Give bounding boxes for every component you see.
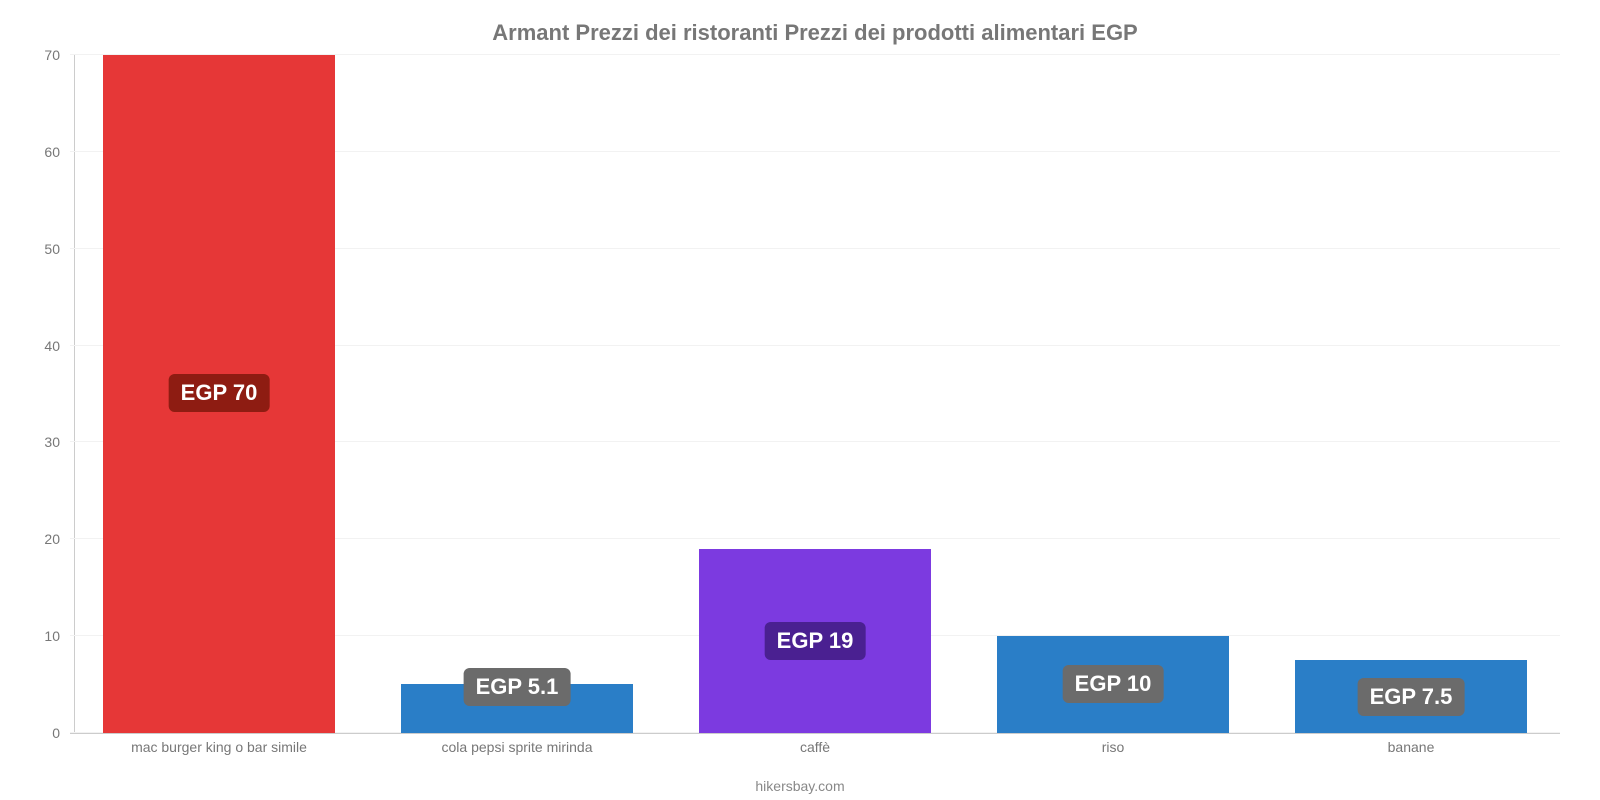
ytick-label: 60	[44, 144, 70, 160]
ytick-label: 0	[52, 725, 70, 741]
ytick-label: 40	[44, 338, 70, 354]
credit-text: hikersbay.com	[0, 778, 1600, 794]
bar-slot: EGP 7.5banane	[1262, 55, 1560, 733]
bar: EGP 70	[103, 55, 335, 733]
chart-container: Armant Prezzi dei ristoranti Prezzi dei …	[0, 0, 1600, 800]
xtick-label: cola pepsi sprite mirinda	[368, 733, 666, 755]
value-badge: EGP 19	[765, 622, 866, 660]
value-badge: EGP 5.1	[464, 668, 571, 706]
bar-slot: EGP 5.1cola pepsi sprite mirinda	[368, 55, 666, 733]
ytick-label: 20	[44, 531, 70, 547]
ytick-label: 30	[44, 434, 70, 450]
bar-slot: EGP 19caffè	[666, 55, 964, 733]
xtick-label: riso	[964, 733, 1262, 755]
bar-slot: EGP 10riso	[964, 55, 1262, 733]
plot-region: 010203040506070 EGP 70mac burger king o …	[70, 54, 1560, 734]
value-badge: EGP 7.5	[1358, 678, 1465, 716]
bar: EGP 7.5	[1295, 660, 1527, 733]
ytick-label: 70	[44, 47, 70, 63]
xtick-label: caffè	[666, 733, 964, 755]
chart-title: Armant Prezzi dei ristoranti Prezzi dei …	[70, 20, 1560, 46]
xtick-label: mac burger king o bar simile	[70, 733, 368, 755]
value-badge: EGP 70	[169, 374, 270, 412]
bar: EGP 10	[997, 636, 1229, 733]
ytick-label: 50	[44, 241, 70, 257]
value-badge: EGP 10	[1063, 665, 1164, 703]
xtick-label: banane	[1262, 733, 1560, 755]
bars-row: EGP 70mac burger king o bar simileEGP 5.…	[70, 55, 1560, 733]
ytick-label: 10	[44, 628, 70, 644]
bar-slot: EGP 70mac burger king o bar simile	[70, 55, 368, 733]
bar: EGP 5.1	[401, 684, 633, 733]
bar: EGP 19	[699, 549, 931, 733]
